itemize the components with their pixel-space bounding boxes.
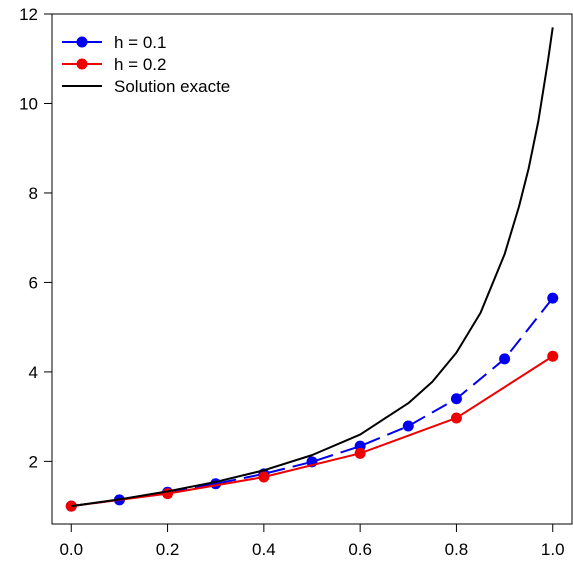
x-tick-label: 0.0 bbox=[59, 540, 83, 559]
data-point bbox=[547, 292, 559, 304]
y-tick-label: 2 bbox=[29, 452, 38, 471]
axes: 0.0 0.2 0.4 0.6 0.8 1.0 2 4 6 8 10 12 bbox=[19, 5, 564, 559]
data-point bbox=[402, 420, 414, 432]
legend-item: Solution exacte bbox=[62, 77, 230, 96]
x-tick-label: 0.8 bbox=[445, 540, 469, 559]
x-tick-label: 0.2 bbox=[156, 540, 180, 559]
x-tick-label: 0.6 bbox=[348, 540, 372, 559]
x-tick-label: 0.4 bbox=[252, 540, 276, 559]
data-point bbox=[354, 447, 366, 459]
data-point bbox=[450, 412, 462, 424]
y-tick-label: 10 bbox=[19, 94, 38, 113]
y-tick-label: 8 bbox=[29, 184, 38, 203]
series-1 bbox=[65, 292, 559, 512]
y-tick-label: 6 bbox=[29, 273, 38, 292]
plot-frame bbox=[51, 13, 573, 525]
data-point bbox=[258, 471, 270, 483]
legend-swatch-point bbox=[76, 36, 88, 48]
legend-item: h = 0.1 bbox=[62, 33, 166, 52]
series-line bbox=[71, 355, 554, 508]
series-layer bbox=[65, 27, 559, 512]
legend-label: h = 0.2 bbox=[114, 55, 166, 74]
data-point bbox=[547, 350, 559, 362]
legend-label: h = 0.1 bbox=[114, 33, 166, 52]
data-point bbox=[499, 353, 511, 365]
data-point bbox=[450, 393, 462, 405]
series-line bbox=[71, 27, 554, 508]
series-3 bbox=[71, 27, 554, 508]
legend-label: Solution exacte bbox=[114, 77, 230, 96]
legend-item: h = 0.2 bbox=[62, 55, 166, 74]
x-tick-label: 1.0 bbox=[541, 540, 565, 559]
y-tick-label: 12 bbox=[19, 5, 38, 24]
data-point bbox=[65, 500, 77, 512]
legend: h = 0.1 h = 0.2 Solution exacte bbox=[62, 33, 230, 96]
legend-swatch-point bbox=[76, 58, 88, 70]
y-tick-label: 4 bbox=[29, 363, 38, 382]
